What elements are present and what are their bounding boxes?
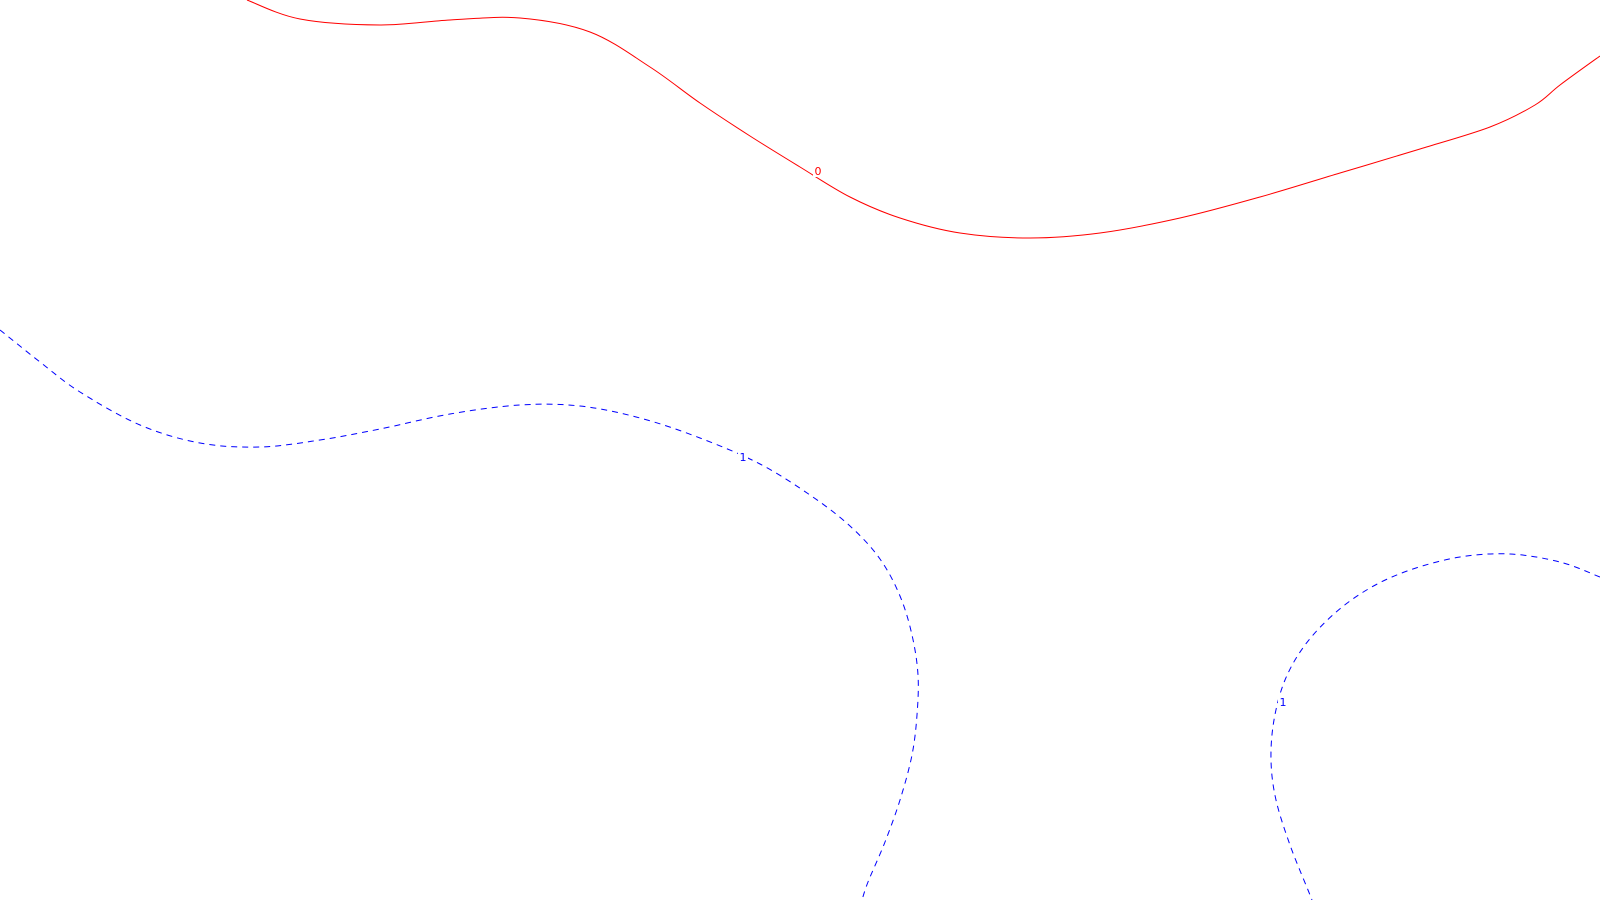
- contour-label-level-0: 0: [815, 165, 822, 178]
- contour-line-level-0-segment-1: [246, 0, 1600, 239]
- contour-label-background: [738, 450, 748, 463]
- contour-label-level-1: 1: [740, 451, 747, 464]
- contour-line-level-1-segment-1: [0, 329, 919, 900]
- contour-label-background: [1278, 695, 1288, 708]
- contour-line-level-1-segment-2: [1270, 553, 1600, 900]
- contour-labels: 0 1 1: [738, 164, 1288, 709]
- contour-label-background: [813, 164, 823, 177]
- contour-label-level-1: 1: [1280, 696, 1287, 709]
